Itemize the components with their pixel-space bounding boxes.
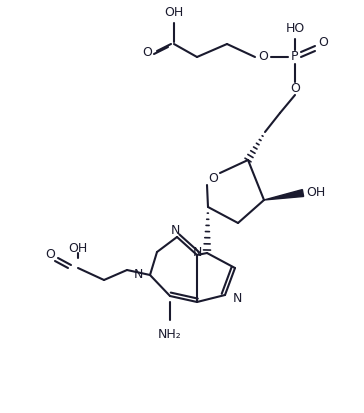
Text: OH: OH [68,242,88,254]
Text: OH: OH [306,185,326,199]
Text: N: N [170,225,180,237]
Text: OH: OH [165,7,183,19]
Text: N: N [233,292,242,304]
Text: NH₂: NH₂ [158,328,182,340]
Text: HO: HO [285,22,305,36]
Text: N: N [134,268,143,282]
Text: O: O [318,36,328,50]
Text: O: O [258,50,268,64]
Text: O: O [142,47,152,59]
Text: P: P [291,50,299,64]
Text: O: O [208,173,218,185]
Polygon shape [264,190,304,200]
Text: O: O [45,249,55,261]
Text: O: O [290,81,300,95]
Text: N: N [193,247,202,259]
